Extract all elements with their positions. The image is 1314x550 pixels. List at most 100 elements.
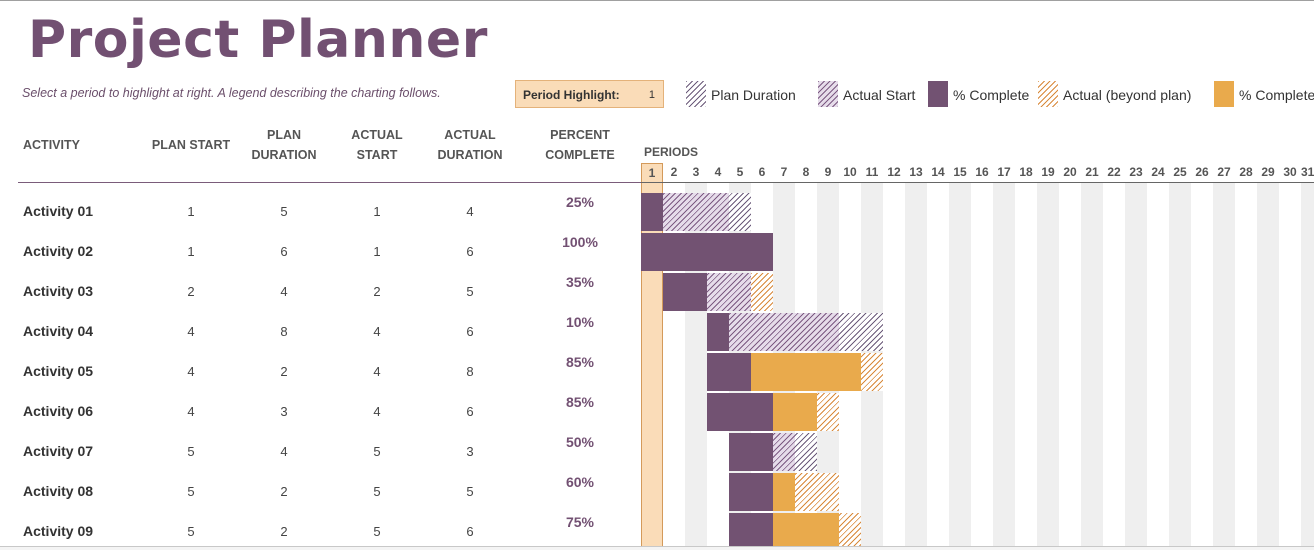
- actual-start-value: 4: [373, 364, 381, 379]
- activity-name: Activity 07: [23, 443, 94, 459]
- period-column-band: [1213, 183, 1235, 550]
- period-number-20[interactable]: 20: [1063, 165, 1077, 179]
- percent-complete-value: 10%: [565, 314, 595, 330]
- legend-label: % Complete: [953, 87, 1030, 103]
- instructions-text: Select a period to highlight at right. A…: [22, 86, 441, 100]
- period-number-23[interactable]: 23: [1129, 165, 1143, 179]
- percent-complete-bar: [729, 513, 773, 550]
- period-number-13[interactable]: 13: [909, 165, 923, 179]
- col-header-plan-start: PLAN START: [151, 138, 231, 152]
- period-column-band: [1257, 183, 1279, 550]
- plan-start-value: 5: [187, 484, 195, 499]
- plan-start-value: 5: [187, 524, 195, 539]
- period-number-16[interactable]: 16: [975, 165, 989, 179]
- plan-duration-value: 4: [280, 284, 288, 299]
- period-number-18[interactable]: 18: [1019, 165, 1033, 179]
- plan-duration-value: 3: [280, 404, 288, 419]
- percent-complete-value: 85%: [565, 354, 595, 370]
- period-number-22[interactable]: 22: [1107, 165, 1121, 179]
- period-column-band: [993, 183, 1015, 550]
- period-number-11[interactable]: 11: [865, 165, 879, 179]
- period-column-band: [1037, 183, 1059, 550]
- percent-complete-swatch: [928, 81, 948, 107]
- periods-header: PERIODS: [644, 145, 699, 159]
- percent-complete-value: 75%: [565, 514, 595, 530]
- period-column-band: [949, 183, 971, 550]
- actual-duration-value: 5: [466, 284, 474, 299]
- timeline-divider: [641, 182, 1314, 183]
- percent-complete-value: 50%: [565, 434, 595, 450]
- period-number-8[interactable]: 8: [802, 165, 810, 179]
- percent-complete-bar: [729, 473, 773, 511]
- plan-duration-value: 2: [280, 524, 288, 539]
- col-header-percent-complete: PERCENT COMPLETE: [545, 128, 615, 162]
- activity-name: Activity 04: [23, 323, 94, 339]
- plan-start-value: 1: [187, 244, 195, 259]
- plan-duration-value: 5: [280, 204, 288, 219]
- plan-start-value: 4: [187, 404, 195, 419]
- activity-name: Activity 02: [23, 243, 94, 259]
- percent-complete-value: 25%: [565, 194, 595, 210]
- percent-complete-bar: [663, 273, 707, 311]
- period-number-1[interactable]: 1: [641, 163, 663, 182]
- period-number-12[interactable]: 12: [887, 165, 901, 179]
- col-header-actual-start: ACTUAL START: [351, 128, 403, 162]
- activity-name: Activity 01: [23, 203, 94, 219]
- legend-label: Actual Start: [843, 87, 916, 103]
- percent-complete-bar: [707, 353, 751, 391]
- actual-start-value: 5: [373, 444, 381, 459]
- legend-label: Plan Duration: [711, 87, 796, 103]
- percent-complete-beyond-plan-bar: [773, 393, 817, 431]
- percent-complete-bar: [707, 393, 773, 431]
- period-number-30[interactable]: 30: [1283, 165, 1297, 179]
- actual-beyond-plan-bar: [751, 273, 773, 311]
- period-number-26[interactable]: 26: [1195, 165, 1209, 179]
- actual-duration-value: 6: [466, 404, 474, 419]
- period-number-4[interactable]: 4: [714, 165, 722, 179]
- bottom-scroll-strip: [0, 546, 1314, 550]
- page-title: Project Planner: [28, 10, 488, 70]
- period-number-14[interactable]: 14: [931, 165, 945, 179]
- top-border: [0, 0, 1314, 1]
- percent-complete-value: 35%: [565, 274, 595, 290]
- activity-name: Activity 08: [23, 483, 94, 499]
- period-number-21[interactable]: 21: [1085, 165, 1099, 179]
- period-highlight-value[interactable]: 1: [648, 89, 655, 101]
- actual-duration-value: 8: [466, 364, 474, 379]
- percent-complete-bar: [641, 233, 773, 271]
- period-number-27[interactable]: 27: [1217, 165, 1231, 179]
- period-number-19[interactable]: 19: [1041, 165, 1055, 179]
- plan-start-value: 4: [187, 364, 195, 379]
- period-number-3[interactable]: 3: [692, 165, 700, 179]
- period-number-5[interactable]: 5: [736, 165, 744, 179]
- percent-complete-value: 60%: [565, 474, 595, 490]
- plan-start-value: 5: [187, 444, 195, 459]
- activity-name: Activity 06: [23, 403, 94, 419]
- period-number-24[interactable]: 24: [1151, 165, 1165, 179]
- highlighted-period-column: [641, 183, 663, 550]
- period-number-9[interactable]: 9: [824, 165, 832, 179]
- period-column-band: [1125, 183, 1147, 550]
- complete-beyond-plan-swatch: [1214, 81, 1234, 107]
- percent-complete-beyond-plan-bar: [751, 353, 861, 391]
- actual-start-value: 1: [373, 204, 381, 219]
- period-number-7[interactable]: 7: [780, 165, 788, 179]
- period-number-6[interactable]: 6: [758, 165, 766, 179]
- actual-start-value: 5: [373, 524, 381, 539]
- period-highlight-input[interactable]: Period Highlight: 1: [515, 80, 664, 108]
- period-number-15[interactable]: 15: [953, 165, 967, 179]
- plan-duration-swatch: [686, 81, 706, 107]
- legend-label: % Complete (beyond plan): [1239, 87, 1314, 103]
- plan-duration-value: 6: [280, 244, 288, 259]
- actual-duration-value: 5: [466, 484, 474, 499]
- period-number-31[interactable]: 31: [1301, 165, 1314, 179]
- period-number-10[interactable]: 10: [843, 165, 857, 179]
- period-number-25[interactable]: 25: [1173, 165, 1187, 179]
- period-number-29[interactable]: 29: [1261, 165, 1275, 179]
- actual-start-value: 2: [373, 284, 381, 299]
- period-number-17[interactable]: 17: [997, 165, 1011, 179]
- period-number-28[interactable]: 28: [1239, 165, 1253, 179]
- actual-duration-value: 3: [466, 444, 474, 459]
- period-number-2[interactable]: 2: [670, 165, 678, 179]
- period-column-band: [905, 183, 927, 550]
